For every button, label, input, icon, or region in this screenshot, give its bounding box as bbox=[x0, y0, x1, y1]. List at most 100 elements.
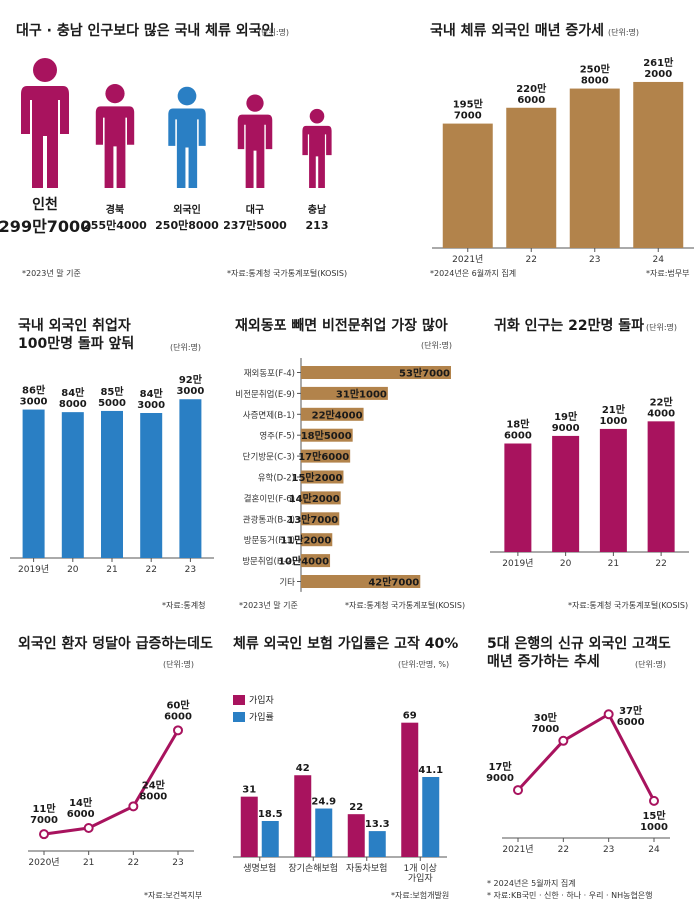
x-tick-label: 1개 이상 bbox=[404, 863, 437, 874]
person-head bbox=[33, 58, 57, 82]
bar-rate bbox=[422, 776, 440, 857]
value-label: 42만7000 bbox=[368, 576, 419, 589]
x-tick-label: 2021년 bbox=[502, 844, 533, 855]
note-date: * 2024년은 5월까지 집계 bbox=[487, 879, 576, 888]
y-tick-label: 결혼이민(F-6) bbox=[244, 493, 295, 504]
data-point bbox=[128, 801, 139, 812]
bar bbox=[301, 533, 333, 547]
value-label: 22만4000 bbox=[312, 408, 363, 421]
legend: 가입자 가입률 bbox=[233, 693, 274, 727]
person-icon bbox=[168, 86, 206, 188]
panel-title: 귀화 인구는 22만명 돌파 bbox=[494, 318, 645, 334]
legend-swatch bbox=[233, 711, 245, 722]
person-body bbox=[21, 86, 69, 188]
value-label: 22 bbox=[349, 802, 363, 813]
category-label: 대구 bbox=[246, 203, 264, 216]
panel-foreigners-vs-regions: 대구 · 충남 인구보다 많은 국내 체류 외국인 (단위:명) 인천 299만7… bbox=[0, 0, 400, 290]
bar bbox=[647, 421, 675, 552]
note-source: * 자료:KB국민 · 신한 · 하나 · 우리 · NH농협은행 bbox=[487, 891, 653, 900]
panel-title-line1: 국내 외국인 취업자 bbox=[18, 318, 131, 334]
y-tick-label: 비전문취업(E-9) bbox=[235, 389, 295, 400]
value-label: 7000 bbox=[531, 724, 559, 735]
value-label: 21만 bbox=[602, 403, 626, 416]
y-tick-label: 방문취업(H-2) bbox=[242, 556, 295, 567]
value-label: 41.1 bbox=[418, 765, 443, 776]
value-label: 299만7000 bbox=[0, 217, 91, 236]
value-label: 37만 bbox=[619, 704, 643, 717]
bar bbox=[569, 88, 620, 248]
bar bbox=[179, 399, 202, 558]
value-label: 9000 bbox=[486, 773, 514, 784]
value-label: 10만4000 bbox=[278, 555, 329, 568]
x-tick-label: 2021년 bbox=[452, 254, 483, 265]
unit-label: (단위:명) bbox=[258, 28, 290, 37]
value-label: 69 bbox=[403, 711, 417, 722]
legend-item-rate: 가입률 bbox=[233, 710, 274, 723]
value-label: 84만 bbox=[140, 387, 164, 400]
x-tick-label: 21 bbox=[106, 565, 117, 575]
x-tick-label: 24 bbox=[653, 255, 665, 265]
value-label: 6000 bbox=[164, 711, 192, 722]
value-label: 2000 bbox=[644, 69, 672, 80]
bar bbox=[301, 491, 341, 505]
panel-foreigners-growth: 국내 체류 외국인 매년 증가세 (단위:명) 195만 7000 2021년 220… bbox=[400, 0, 700, 290]
bar bbox=[301, 386, 388, 400]
value-label: 18만 bbox=[506, 418, 530, 431]
series-line bbox=[516, 712, 656, 802]
panel-title: 대구 · 충남 인구보다 많은 국내 체류 외국인 bbox=[16, 23, 275, 39]
x-tick-label: 22 bbox=[558, 845, 569, 855]
person-head bbox=[105, 83, 125, 104]
value-label: 6000 bbox=[504, 431, 532, 442]
value-label: 1000 bbox=[640, 822, 668, 833]
person-body bbox=[237, 114, 273, 188]
value-label: 8000 bbox=[59, 399, 87, 410]
value-label: 220만 bbox=[516, 82, 547, 95]
y-tick-label: 재외동포(F-4) bbox=[244, 368, 295, 379]
value-label: 15만2000 bbox=[292, 471, 343, 484]
value-label: 6000 bbox=[67, 809, 95, 820]
data-point bbox=[173, 725, 183, 736]
bar bbox=[301, 575, 421, 588]
value-label: 13만7000 bbox=[287, 513, 338, 526]
value-label: 31만1000 bbox=[336, 387, 387, 400]
y-tick-label: 영주(F-5) bbox=[259, 431, 295, 442]
unit-label: (단위:명) bbox=[608, 28, 640, 37]
y-tick-label: 관광통과(B-2) bbox=[243, 514, 295, 525]
bar-rate bbox=[315, 808, 333, 857]
bar-subscribers bbox=[294, 775, 312, 857]
bar-subscribers bbox=[240, 796, 258, 857]
person-body bbox=[95, 106, 135, 188]
value-label: 3000 bbox=[137, 400, 165, 411]
person-head bbox=[246, 94, 264, 112]
value-label: 11만 bbox=[32, 802, 56, 815]
value-label: 8000 bbox=[581, 76, 609, 87]
note-date: *2023년 말 기준 bbox=[239, 601, 298, 610]
value-label: 261만 bbox=[643, 56, 674, 69]
panel-foreign-workers: 국내 외국인 취업자 100만명 돌파 앞둬 (단위:명) 86만 3000 201… bbox=[0, 300, 220, 620]
note-date: *2024년은 6월까지 집계 bbox=[430, 269, 517, 278]
value-label: 17만6000 bbox=[298, 450, 349, 463]
x-tick-label: 23 bbox=[172, 858, 183, 868]
person-body bbox=[168, 108, 206, 188]
category-label: 외국인 bbox=[173, 203, 201, 216]
y-tick-label: 유학(D-2) bbox=[258, 473, 295, 484]
person-body bbox=[302, 125, 332, 188]
bar bbox=[101, 410, 123, 558]
value-label: 24만 bbox=[142, 778, 166, 791]
note-source: *자료:통계청 국가통계포털(KOSIS) bbox=[345, 601, 466, 610]
panel-title-line2: 매년 증가하는 추세 bbox=[487, 654, 600, 670]
data-point bbox=[39, 829, 49, 840]
legend-label: 가입률 bbox=[249, 713, 274, 723]
value-label: 255만4000 bbox=[83, 218, 147, 232]
value-label: 250만 bbox=[580, 63, 611, 76]
x-tick-label: 23 bbox=[603, 845, 614, 855]
people-pictogram-chart: 인천 299만7000 경북 255만4000 외국인 250만8000 대구 237만500… bbox=[0, 58, 332, 236]
horizontal-bar-chart: 재외동포(F-4) 53만7000 비전문취업(E-9) 31만1000 사증면제(B-… bbox=[235, 358, 451, 592]
bar bbox=[301, 554, 331, 568]
value-label: 11만2000 bbox=[280, 534, 331, 547]
value-label: 1000 bbox=[599, 416, 627, 427]
unit-label: (단위:명) bbox=[170, 343, 202, 352]
